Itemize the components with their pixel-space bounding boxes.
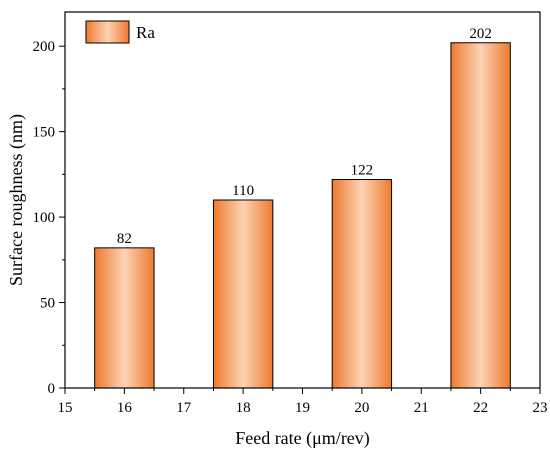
bar-18 xyxy=(212,199,274,389)
y-tick-label-150: 150 xyxy=(33,125,56,141)
x-tick-label-21: 21 xyxy=(414,400,429,416)
y-tick-label-0: 0 xyxy=(48,381,56,397)
bar-label-22: 202 xyxy=(469,26,492,42)
legend-label-ra: Ra xyxy=(136,23,155,42)
x-tick-label-18: 18 xyxy=(236,400,251,416)
y-tick-label-100: 100 xyxy=(33,210,56,226)
bar-labels-group: 82 110 122 202 xyxy=(117,26,492,247)
x-tick-label-20: 20 xyxy=(354,400,369,416)
bar-label-18: 110 xyxy=(232,183,254,199)
x-tick-label-22: 22 xyxy=(473,400,488,416)
x-axis-ticks: 15 16 17 18 19 20 21 22 23 xyxy=(58,388,548,416)
bar-20 xyxy=(331,178,393,389)
legend-swatch-ra xyxy=(85,20,130,44)
bar-16 xyxy=(94,247,155,389)
x-tick-label-19: 19 xyxy=(295,400,310,416)
x-tick-label-15: 15 xyxy=(58,400,73,416)
bar-22 xyxy=(450,42,511,389)
y-tick-label-200: 200 xyxy=(33,39,56,55)
legend: Ra xyxy=(85,20,155,44)
x-tick-label-23: 23 xyxy=(533,400,548,416)
x-axis-title: Feed rate (μm/rev) xyxy=(235,428,370,449)
bar-label-16: 82 xyxy=(117,231,132,247)
y-axis-title: Surface roughness (nm) xyxy=(6,114,27,286)
y-tick-label-50: 50 xyxy=(40,296,55,312)
bar-label-20: 122 xyxy=(351,162,374,178)
bars-group xyxy=(94,42,511,389)
x-tick-label-16: 16 xyxy=(117,400,133,416)
y-axis-ticks: 0 50 100 150 200 xyxy=(33,39,65,397)
x-tick-label-17: 17 xyxy=(176,400,192,416)
